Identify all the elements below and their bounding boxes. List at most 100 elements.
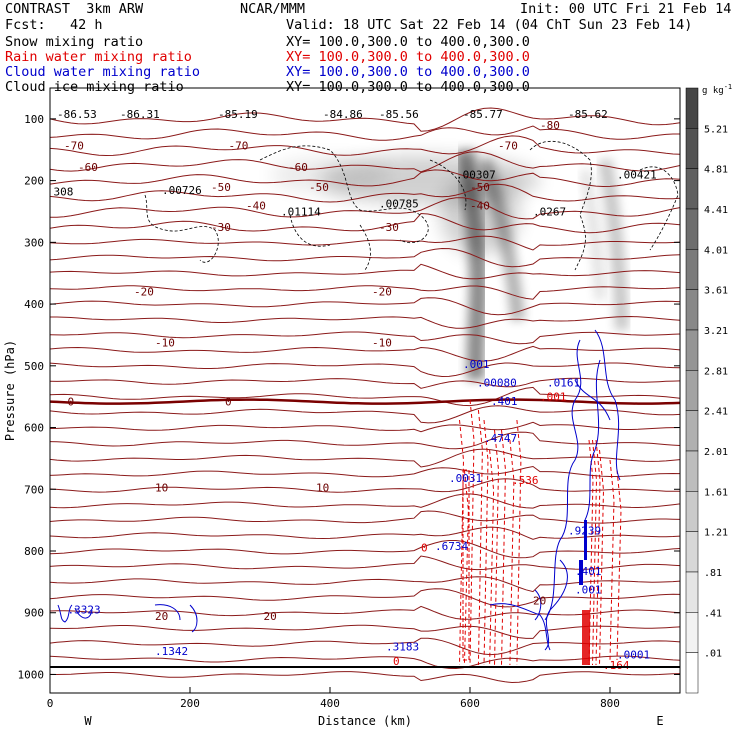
rain-core-outline (462, 469, 470, 661)
temperature-contours (50, 107, 680, 684)
temperature-contour-line (50, 421, 680, 433)
init-time: Init: 00 UTC Fri 21 Feb 14 (520, 1, 732, 17)
rain-contour (599, 449, 605, 666)
cloud-ice-contour (144, 194, 219, 263)
cloud-water-core (579, 560, 583, 585)
colorbar-cell (685, 168, 699, 210)
colorbar-unit-exponent: -1 (724, 83, 732, 91)
contour-labels: -70-60-50-40-30-20-1001020-70-60-50-30-2… (54, 108, 657, 672)
cloud-ice-contour (289, 214, 331, 247)
extremum-label: -86.31 (120, 108, 160, 121)
temperature-label: -30 (379, 221, 399, 234)
temperature-contour-line (50, 263, 680, 280)
temperature-contour-line (50, 169, 680, 188)
field-xy-cloudice: XY= 100.0,300.0 to 400.0,300.0 (286, 79, 530, 95)
cloud-water-contour (720, 440, 736, 600)
extremum-label: 0 (393, 655, 400, 668)
cloud-ice-contours (144, 141, 679, 271)
temperature-label: 10 (316, 481, 329, 494)
x-tick-label: 600 (460, 697, 480, 710)
west-label: W (84, 714, 92, 728)
forecast-hour: Fcst: 42 h (5, 17, 103, 33)
temperature-contour-line (50, 285, 680, 300)
rain-contour (592, 439, 598, 666)
temperature-label: 20 (155, 610, 168, 623)
rain-contour (483, 419, 489, 666)
colorbar-label: 4.81 (704, 165, 728, 176)
temperature-contour-line (50, 576, 680, 593)
cloud-water-contour (489, 603, 551, 651)
extremum-label: .536 (512, 474, 539, 487)
temperature-contour-line (50, 671, 680, 684)
temperature-label: 0 (225, 396, 232, 409)
rain-contour (459, 419, 465, 666)
colorbar-label: 4.01 (704, 245, 728, 256)
rain-contour (588, 439, 594, 666)
colorbar-cell (685, 612, 699, 653)
temperature-contour-line (50, 588, 680, 608)
colorbar-cell (685, 571, 699, 613)
temperature-contour-line (50, 107, 680, 132)
extremum-label: .00307 (456, 168, 496, 181)
cloud-water-contour (534, 589, 542, 621)
colorbar-label: 1.21 (704, 528, 728, 539)
y-tick-label: 800 (24, 545, 44, 558)
temperature-contour-line (50, 555, 680, 571)
x-axis-title: Distance (km) (318, 714, 412, 728)
org-label: NCAR/MMM (240, 1, 306, 17)
rain-contour (494, 429, 500, 666)
extremum-label: -85.77 (463, 108, 503, 121)
temperature-contour-line (50, 315, 680, 329)
temperature-label: 20 (264, 610, 277, 623)
temperature-contour-line (50, 624, 680, 639)
colorbar-label: 1.61 (704, 487, 728, 498)
temperature-contour-line (50, 605, 680, 620)
cloud-water-contour (57, 604, 73, 623)
colorbar-cell (685, 128, 699, 169)
temperature-contour-line (50, 637, 680, 656)
model-title: CONTRAST 3km ARW (5, 1, 144, 17)
colorbar-label: 2.01 (704, 447, 728, 458)
colorbar-cell (685, 491, 699, 532)
temperature-label: -70 (64, 139, 84, 152)
temperature-contour-line (50, 297, 680, 316)
rain-contour (616, 469, 622, 661)
colorbar-label: .81 (704, 568, 722, 579)
temperature-label: 10 (155, 481, 168, 494)
colorbar-cell (685, 329, 699, 371)
extremum-label: .001 (540, 391, 567, 404)
extremum-label: .001 (575, 583, 602, 596)
colorbar-label: .01 (704, 649, 722, 660)
colorbar-cell (685, 531, 699, 573)
plot-frame (49, 87, 681, 694)
colorbar-cell (685, 410, 699, 452)
east-label: E (656, 714, 663, 728)
extremum-label: .001 (463, 358, 490, 371)
extremum-label: 308 (54, 186, 74, 199)
cloud-water-core (736, 530, 740, 565)
temperature-label: -60 (78, 161, 98, 174)
colorbar-cell (685, 249, 699, 290)
y-tick-label: 200 (24, 175, 44, 188)
cloud-ice-contour (359, 224, 371, 271)
extremum-label: 0 (421, 541, 428, 554)
temperature-contour-line (50, 405, 680, 424)
extremum-label: .0001 (617, 649, 650, 662)
colorbar-cell (685, 87, 699, 129)
temperature-contour-line (50, 235, 680, 251)
cloud-water-contour (154, 604, 181, 621)
cloud-water-contour (735, 455, 740, 575)
x-tick-label: 200 (180, 697, 200, 710)
y-tick-label: 600 (24, 422, 44, 435)
field-xy-snow: XY= 100.0,300.0 to 400.0,300.0 (286, 34, 530, 50)
y-tick-label: 400 (24, 298, 44, 311)
extremum-label: .9239 (568, 525, 601, 538)
x-tick-label: 400 (320, 697, 340, 710)
field-label-rain: Rain water mixing ratio (5, 49, 192, 65)
extremum-label: .0031 (449, 472, 482, 485)
field-label-snow: Snow mixing ratio (5, 34, 144, 50)
temperature-label: -10 (372, 336, 392, 349)
temperature-contour-line (50, 135, 680, 157)
field-xy-rain: XY= 100.0,300.0 to 400.0,300.0 (286, 49, 530, 65)
